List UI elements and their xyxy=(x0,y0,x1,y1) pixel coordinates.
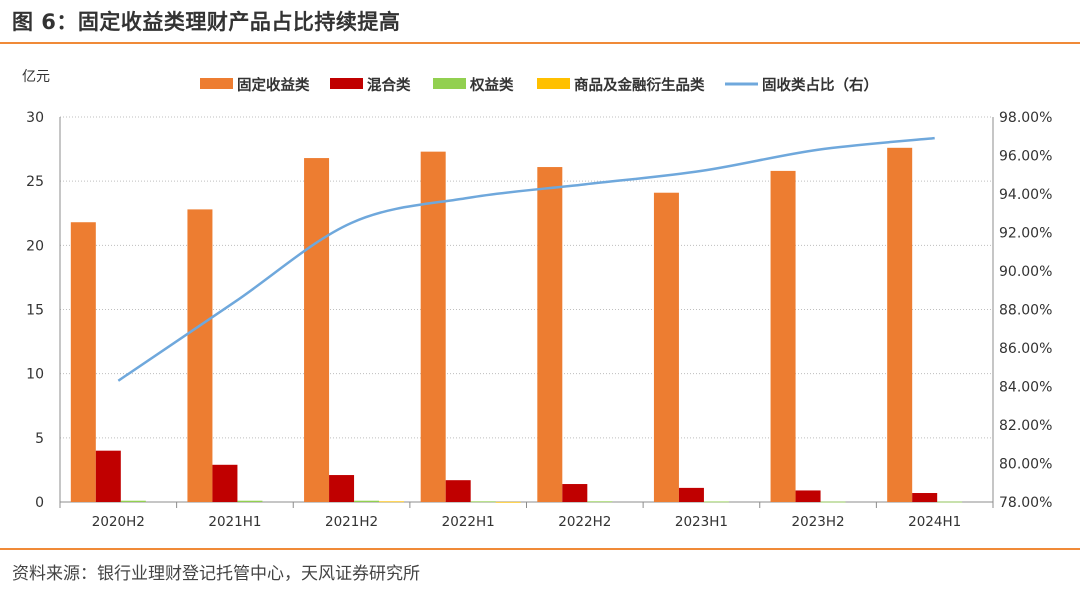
bar-固定收益类-2021H1 xyxy=(187,209,213,502)
legend-label: 权益类 xyxy=(469,76,514,94)
legend-swatch-混合类 xyxy=(330,78,363,89)
bar-混合类-2022H1 xyxy=(445,480,471,502)
line-series-share xyxy=(117,136,935,382)
bar-固定收益类-2021H2 xyxy=(304,158,330,503)
y-left-tick-label: 30 xyxy=(26,110,44,126)
y-left-tick-label: 15 xyxy=(26,303,44,319)
y-right-tick-label: 80.00% xyxy=(999,457,1052,473)
y-right-tick-label: 88.00% xyxy=(999,303,1052,319)
x-tick-label: 2023H1 xyxy=(675,514,728,530)
bar-固定收益类-2022H2 xyxy=(537,167,563,503)
y-left-unit-label: 亿元 xyxy=(22,69,50,85)
bar-混合类-2021H1 xyxy=(212,464,238,502)
x-tick-label: 2024H1 xyxy=(908,514,961,530)
bar-混合类-2023H2 xyxy=(795,490,821,502)
x-tick-label: 2020H2 xyxy=(92,514,145,530)
y-right-tick-label: 94.00% xyxy=(999,187,1052,203)
title-divider xyxy=(0,42,1080,44)
legend-swatch-固定收益类 xyxy=(200,78,233,89)
legend-swatch-商品及金融衍生品类 xyxy=(537,78,570,89)
bar-权益类-2024H1 xyxy=(937,501,963,503)
bar-混合类-2020H2 xyxy=(95,450,121,502)
y-right-tick-label: 98.00% xyxy=(999,110,1052,126)
bar-权益类-2021H1 xyxy=(237,500,263,502)
bar-权益类-2023H2 xyxy=(820,501,846,503)
y-right-tick-label: 86.00% xyxy=(999,341,1052,357)
bar-混合类-2024H1 xyxy=(912,493,938,502)
legend-label: 商品及金融衍生品类 xyxy=(574,76,705,94)
y-left-tick-label: 0 xyxy=(35,495,44,511)
chart: 0 5 10 15 20 25 30 78.00% 80.00% 82.00% 84.00% 86.0… xyxy=(22,69,1052,530)
legend-label: 固定收益类 xyxy=(237,76,310,94)
bar-固定收益类-2024H1 xyxy=(887,147,913,503)
bar-权益类-2021H2 xyxy=(354,500,380,502)
bar-权益类-2022H1 xyxy=(470,501,496,503)
y-left-tick-label: 25 xyxy=(26,174,44,190)
source-divider xyxy=(0,548,1080,550)
chart-title: 图 6：固定收益类理财产品占比持续提高 xyxy=(12,10,401,34)
bar-商品及金融衍生品类-2021H2 xyxy=(379,501,405,503)
x-tick-label: 2021H2 xyxy=(325,514,378,530)
x-tick-label: 2022H2 xyxy=(558,514,611,530)
y-left-tick-label: 10 xyxy=(26,367,44,383)
bar-固定收益类-2022H1 xyxy=(420,151,446,502)
y-left-tick-label: 5 xyxy=(35,431,44,447)
y-right-tick-label: 90.00% xyxy=(999,264,1052,280)
source-note: 资料来源：银行业理财登记托管中心，天风证券研究所 xyxy=(12,564,420,584)
bar-权益类-2023H1 xyxy=(703,501,729,503)
x-tick-label: 2022H1 xyxy=(442,514,495,530)
legend-label: 混合类 xyxy=(367,76,411,94)
bar-商品及金融衍生品类-2022H1 xyxy=(495,501,521,503)
bar-混合类-2021H2 xyxy=(329,475,355,502)
y-left-tick-label: 20 xyxy=(26,238,44,254)
bar-权益类-2022H2 xyxy=(587,501,613,503)
y-right-tick-label: 84.00% xyxy=(999,380,1052,396)
x-tick-label: 2021H1 xyxy=(208,514,261,530)
legend-swatch-权益类 xyxy=(433,78,466,89)
x-tick-label: 2023H2 xyxy=(792,514,845,530)
legend-label: 固收类占比（右） xyxy=(762,76,878,94)
y-right-tick-label: 78.00% xyxy=(999,495,1052,511)
bar-权益类-2020H2 xyxy=(120,500,146,502)
bar-混合类-2023H1 xyxy=(678,487,704,502)
bar-固定收益类-2023H2 xyxy=(770,170,796,502)
bar-固定收益类-2020H2 xyxy=(70,222,96,502)
bar-固定收益类-2023H1 xyxy=(653,192,679,502)
y-right-tick-label: 96.00% xyxy=(999,149,1052,165)
bar-混合类-2022H2 xyxy=(562,484,588,502)
y-right-tick-label: 92.00% xyxy=(999,226,1052,242)
y-right-tick-label: 82.00% xyxy=(999,418,1052,434)
